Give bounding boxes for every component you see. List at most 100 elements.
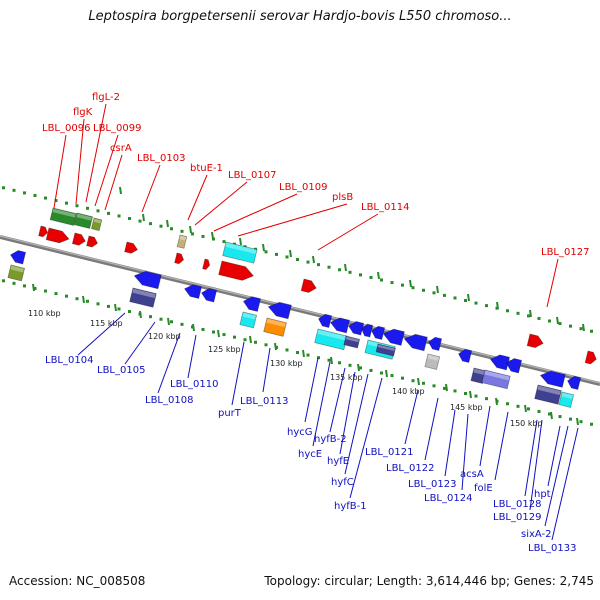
gene-label-bottom: hyfB-1 xyxy=(334,501,367,512)
upper-track-dot xyxy=(453,296,457,300)
lower-track-dot xyxy=(180,322,184,326)
upper-track-dot xyxy=(579,327,583,331)
lower-track-dot xyxy=(12,281,16,285)
topology-summary: Topology: circular; Length: 3,614,446 bp… xyxy=(264,574,594,588)
gene-label-bottom: hpt xyxy=(534,489,551,500)
lower-track-dot xyxy=(264,343,268,347)
gene-label-bottom: LBL_0108 xyxy=(145,395,193,406)
lower-track-dot xyxy=(96,302,100,306)
lower-track-dot xyxy=(65,294,68,298)
leader-line-top xyxy=(141,164,161,213)
lower-track-dot xyxy=(201,327,205,331)
lower-tick xyxy=(469,390,472,399)
lower-tick xyxy=(385,369,388,378)
upper-track-dot xyxy=(485,304,488,308)
upper-tick xyxy=(436,285,439,294)
lower-tick xyxy=(82,295,85,304)
kbp-scale-label: 140 kbp xyxy=(392,387,425,396)
gene-arrow-reverse xyxy=(183,284,203,299)
upper-tick xyxy=(289,249,292,258)
gene-arrow-forward xyxy=(38,225,49,238)
lower-track-dot xyxy=(558,415,562,419)
lower-track-dot xyxy=(506,402,509,406)
kbp-scale-label: 115 kbp xyxy=(90,319,123,328)
upper-track-dot xyxy=(138,219,142,223)
gene-label-bottom: LBL_0113 xyxy=(240,396,288,407)
upper-tick xyxy=(344,263,347,272)
gene-arrow-reverse xyxy=(10,250,27,265)
lower-tick xyxy=(217,329,220,338)
lower-tick xyxy=(495,397,498,406)
upper-tick xyxy=(262,243,265,252)
upper-track-dot xyxy=(411,286,415,290)
upper-track-dot xyxy=(443,293,446,297)
gene-arrow-forward xyxy=(86,235,99,248)
lower-track-dot xyxy=(107,304,110,308)
upper-track-dot xyxy=(401,283,404,287)
gene-label-bottom: LBL_0123 xyxy=(408,479,456,490)
gene-arrow-reverse xyxy=(318,313,333,328)
upper-track-dot xyxy=(23,191,26,195)
gene-arrow-reverse xyxy=(489,354,510,371)
leader-line-top xyxy=(187,174,208,221)
upper-track-dot xyxy=(422,288,425,292)
lower-track-dot xyxy=(159,317,163,321)
upper-track-dot xyxy=(96,209,100,213)
lower-track-dot xyxy=(54,292,58,296)
upper-track-dot xyxy=(537,316,541,320)
lower-track-dot xyxy=(369,368,373,372)
gene-arrow-reverse xyxy=(403,333,428,352)
lower-track-dot xyxy=(485,397,488,401)
leader-line-top xyxy=(194,181,248,226)
gene-arrow-forward xyxy=(71,232,86,246)
upper-track-dot xyxy=(317,263,320,267)
gene-label-top: LBL_0107 xyxy=(228,170,276,181)
upper-track-dot xyxy=(390,281,394,285)
leader-line-bottom xyxy=(262,347,271,393)
upper-track-dot xyxy=(558,322,562,326)
gene-block-navy xyxy=(470,367,487,384)
gene-arrow-reverse xyxy=(371,325,386,340)
gene-label-top: LBL_0099 xyxy=(93,123,141,134)
kbp-scale-label: 135 kbp xyxy=(330,373,363,382)
gene-label-bottom: LBL_0133 xyxy=(528,543,576,554)
upper-tick xyxy=(409,279,412,288)
gene-label-top: LBL_0109 xyxy=(279,182,327,193)
gene-arrow-forward xyxy=(174,252,185,265)
lower-track-dot xyxy=(548,412,551,416)
upper-tick xyxy=(189,225,192,234)
gene-label-top: btuE-1 xyxy=(190,163,223,174)
leader-line-bottom xyxy=(551,427,579,541)
leader-line-bottom xyxy=(124,321,156,365)
gene-arrow-reverse xyxy=(242,296,262,312)
gene-label-bottom: LBL_0121 xyxy=(365,447,413,458)
upper-track-dot xyxy=(2,186,5,190)
gene-block-navy xyxy=(343,335,361,349)
lower-tick xyxy=(302,349,305,358)
lower-track-dot xyxy=(474,394,478,398)
lower-tick xyxy=(274,342,277,351)
gene-arrow-reverse xyxy=(329,317,350,334)
gene-block-navy xyxy=(375,343,396,357)
gene-label-top: LBL_0114 xyxy=(361,202,409,213)
lower-track-dot xyxy=(2,279,5,283)
lower-track-dot xyxy=(338,361,341,365)
gene-label-bottom: LBL_0122 xyxy=(386,463,434,474)
gene-label-bottom: folE xyxy=(474,483,493,494)
gene-labels: 110 kbp 115 kbp 120 kbp 125 kbp 130 kbp 135 k… xyxy=(28,92,589,554)
upper-tick xyxy=(166,219,169,228)
gene-block-cyan xyxy=(314,328,348,351)
lower-track-dot xyxy=(380,371,383,375)
lower-tick xyxy=(357,363,360,372)
lower-track-dot xyxy=(86,299,89,303)
gene-arrow-reverse xyxy=(428,336,443,351)
lower-track-dot xyxy=(317,356,320,360)
upper-track-dot xyxy=(327,265,331,269)
leader-line-bottom xyxy=(339,371,356,455)
upper-track-dot xyxy=(506,309,509,313)
leader-line-top xyxy=(213,193,298,232)
upper-tick xyxy=(142,213,145,222)
lower-track-dot xyxy=(590,422,593,426)
gene-label-top: LBL_0096 xyxy=(42,123,90,134)
gene-label-bottom: LBL_0124 xyxy=(424,493,472,504)
